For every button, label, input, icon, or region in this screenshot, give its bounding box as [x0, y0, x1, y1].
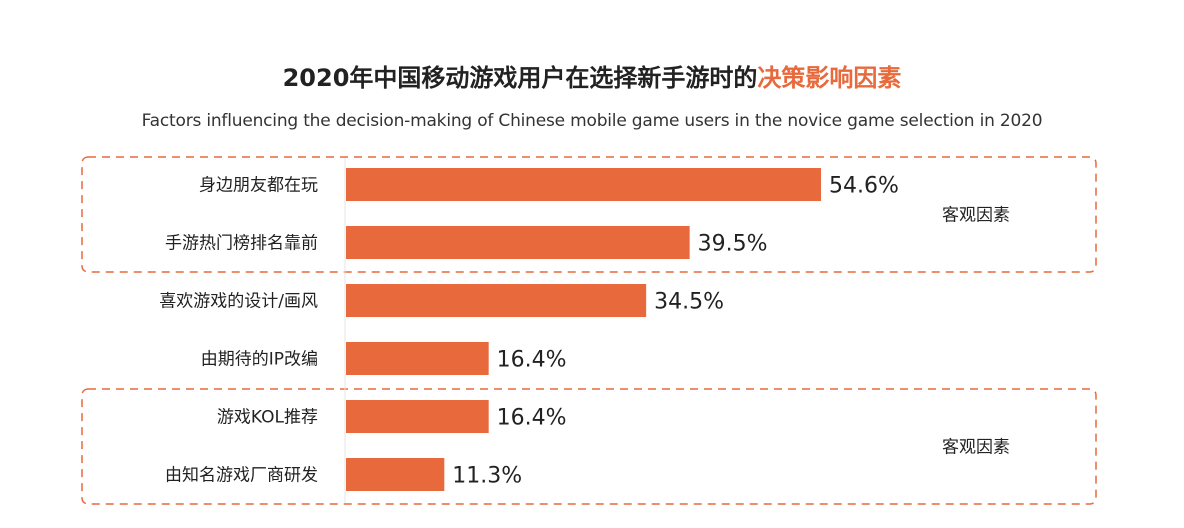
group-box-1: [81, 388, 1097, 505]
group-label-1: 客观因素: [942, 438, 1010, 458]
category-label-0: 身边朋友都在玩: [199, 176, 318, 196]
value-label-5: 11.3%: [452, 464, 522, 489]
value-labels: 54.6% 39.5% 34.5% 16.4% 16.4% 11.3%: [452, 174, 899, 489]
group-boxes: [81, 156, 1097, 505]
bar-0: [346, 168, 822, 201]
category-labels: 身边朋友都在玩手游热门榜排名靠前喜欢游戏的设计/画风由期待的IP改编游戏KOL推…: [159, 176, 318, 486]
chart-title-main: 2020年中国移动游戏用户在选择新手游时的: [282, 64, 758, 92]
group-box-0: [81, 156, 1097, 273]
category-label-3: 由期待的IP改编: [201, 350, 318, 370]
category-label-2: 喜欢游戏的设计/画风: [159, 292, 318, 312]
value-label-2: 34.5%: [654, 290, 724, 315]
bar-3: [346, 342, 489, 375]
value-label-0: 54.6%: [829, 174, 899, 199]
bar-2: [346, 284, 647, 317]
bar-1: [346, 226, 690, 259]
chart-title-accent: 决策影响因素: [757, 64, 902, 92]
category-label-5: 由知名游戏厂商研发: [165, 466, 318, 486]
bar-4: [346, 400, 489, 433]
group-label-0: 客观因素: [942, 206, 1010, 226]
category-label-4: 游戏KOL推荐: [217, 408, 318, 428]
chart-title: 2020年中国移动游戏用户在选择新手游时的决策影响因素: [0, 58, 1184, 93]
category-label-1: 手游热门榜排名靠前: [165, 234, 318, 254]
value-label-4: 16.4%: [497, 406, 567, 431]
value-label-3: 16.4%: [497, 348, 567, 373]
bar-5: [346, 458, 445, 491]
chart-subtitle: Factors influencing the decision-making …: [141, 111, 1043, 131]
value-label-1: 39.5%: [698, 232, 768, 257]
bars: [346, 168, 822, 491]
